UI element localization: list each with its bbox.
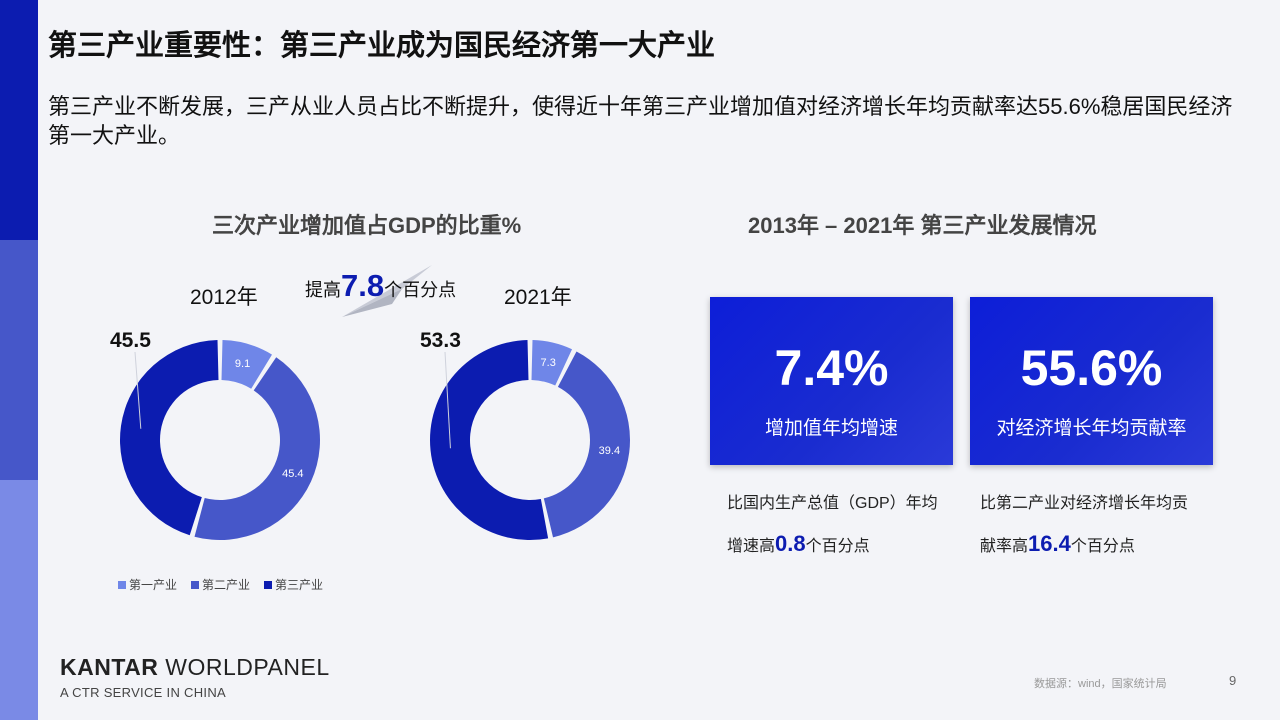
logo-subtitle: A CTR SERVICE IN CHINA [60, 685, 227, 700]
side-bar-bottom [0, 480, 38, 720]
stat-value-growth: 7.4% [774, 340, 889, 396]
stat-note-growth-suffix: 个百分点 [805, 538, 870, 555]
increase-arrow-icon [342, 265, 432, 317]
donut-label-secondary: 45.4 [282, 468, 303, 480]
increase-prefix: 提高 [305, 280, 341, 300]
legend-swatch-secondary [191, 580, 200, 589]
legend-item-primary: 第一产业 [118, 576, 177, 593]
donut-slice-tertiary [120, 340, 219, 536]
donut-label-tertiary: 53.3 [420, 329, 461, 352]
donut-label-primary: 9.1 [235, 358, 250, 370]
stat-label-growth: 增加值年均增速 [764, 418, 898, 439]
logo-rest: WORLDPANEL [158, 654, 330, 680]
legend-label-secondary: 第二产业 [202, 578, 251, 592]
donut-slice-tertiary [430, 340, 549, 540]
stat-note-contribution: 比第二产业对经济增长年均贡 献率高16.4个百分点 [980, 484, 1188, 567]
legend-item-tertiary: 第三产业 [264, 576, 323, 593]
legend-item-secondary: 第二产业 [191, 576, 250, 593]
increase-value: 7.8 [341, 268, 385, 303]
stat-note-growth-line2: 增速高0.8个百分点 [727, 524, 938, 567]
stat-note-growth-line1: 比国内生产总值（GDP）年均 [727, 495, 938, 512]
legend-label-tertiary: 第三产业 [275, 578, 324, 592]
donut-leader-line [134, 351, 142, 429]
stat-box-contribution: 55.6% 对经济增长年均贡献率 [970, 297, 1213, 465]
stat-note-growth-value: 0.8 [775, 531, 806, 556]
donut-slice-primary [221, 340, 272, 389]
right-section-heading: 2013年 – 2021年 第三产业发展情况 [748, 213, 1097, 238]
legend-swatch-primary [118, 580, 126, 589]
slide-subtitle: 第三产业不断发展，三产从业人员占比不断提升，使得近十年第三产业增加值对经济增长年… [48, 94, 1233, 148]
donut-leader-line [444, 351, 451, 449]
increase-callout: 提高7.8个百分点 [305, 268, 456, 304]
stat-note-contribution-line2: 献率高16.4个百分点 [980, 524, 1188, 567]
stat-note-growth-prefix: 增速高 [727, 538, 776, 555]
donut-chart-2012: 9.1 45.4 45.5 [110, 329, 320, 540]
stat-note-contribution-value: 16.4 [1028, 531, 1071, 556]
kantar-logo: KANTAR WORLDPANEL [60, 654, 330, 681]
donut-slice-primary [531, 340, 573, 386]
left-section-heading: 三次产业增加值占GDP的比重% [212, 213, 522, 238]
stat-note-growth: 比国内生产总值（GDP）年均 增速高0.8个百分点 [727, 484, 938, 567]
legend-label-primary: 第一产业 [129, 578, 178, 592]
donut-chart-2021: 7.3 39.4 53.3 [420, 329, 630, 540]
page-number: 9 [1229, 673, 1237, 688]
slide-title: 第三产业重要性：第三产业成为国民经济第一大产业 [48, 30, 716, 62]
stat-note-contribution-suffix: 个百分点 [1070, 538, 1135, 555]
stat-note-contribution-line1: 比第二产业对经济增长年均贡 [980, 495, 1189, 512]
chart-legend: 第一产业 第二产业 第三产业 [118, 576, 323, 593]
stat-value-contribution: 55.6% [1020, 340, 1163, 396]
donut-label-primary: 7.3 [541, 357, 556, 369]
data-source: 数据源：wind，国家统计局 [1034, 678, 1167, 690]
side-bar-middle [0, 240, 38, 480]
side-bar-top [0, 0, 38, 240]
stat-label-contribution: 对经济增长年均贡献率 [996, 418, 1187, 439]
stat-note-contribution-prefix: 献率高 [980, 538, 1029, 555]
stat-box-growth: 7.4% 增加值年均增速 [710, 297, 953, 465]
donut-slice-secondary [543, 351, 630, 538]
donut-label-secondary: 39.4 [599, 445, 620, 457]
logo-bold: KANTAR [60, 654, 159, 680]
legend-swatch-tertiary [264, 580, 273, 589]
year-2012-label: 2012年 [190, 286, 258, 309]
year-2021-label: 2021年 [504, 286, 572, 309]
increase-suffix: 个百分点 [384, 280, 457, 300]
donut-label-tertiary: 45.5 [110, 329, 151, 352]
donut-slice-secondary [194, 357, 320, 540]
